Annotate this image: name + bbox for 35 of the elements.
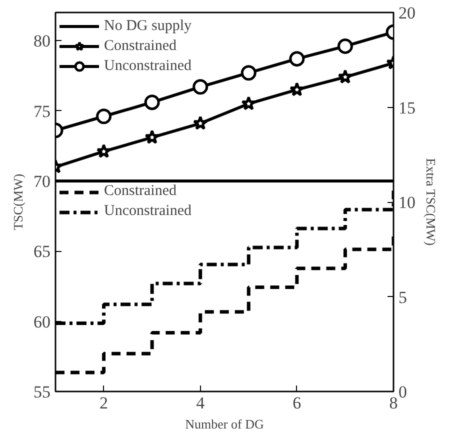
y2-tick-label: 15 bbox=[398, 98, 416, 118]
x-tick-label: 8 bbox=[389, 394, 398, 412]
y2-tick-label: 20 bbox=[398, 4, 416, 22]
y-tick-label: 70 bbox=[34, 172, 50, 191]
x-tick-label: 2 bbox=[100, 394, 108, 412]
y-tick-label: 60 bbox=[34, 312, 50, 332]
point bbox=[144, 94, 160, 110]
y-axis-title: TSC(MW) bbox=[10, 174, 26, 230]
x-axis-title: Number of DG bbox=[185, 416, 264, 432]
point bbox=[289, 51, 305, 67]
point bbox=[240, 65, 256, 81]
point bbox=[337, 38, 353, 54]
point bbox=[241, 96, 256, 110]
legend-label: Constrained bbox=[104, 38, 176, 54]
y2-tick-label: 5 bbox=[398, 288, 407, 307]
y2-tick-label: 10 bbox=[398, 193, 416, 212]
y-tick-label: 75 bbox=[34, 102, 50, 121]
legend-label: Unconstrained bbox=[104, 58, 192, 74]
point bbox=[192, 116, 208, 130]
point bbox=[144, 130, 160, 144]
point bbox=[289, 82, 304, 96]
y-tick-label: 55 bbox=[34, 382, 50, 402]
point bbox=[192, 79, 208, 95]
y-tick-label: 80 bbox=[34, 32, 50, 51]
legend-label: Unconstrained bbox=[104, 203, 192, 220]
y2-axis-title: Extra TSC(MW) bbox=[424, 158, 438, 246]
point bbox=[96, 144, 112, 158]
point bbox=[338, 69, 353, 84]
y2-tick-label: 0 bbox=[398, 382, 407, 402]
legend-label: Constrained bbox=[104, 183, 176, 200]
legend-label: No DG supply bbox=[104, 18, 192, 34]
x-tick-label: 4 bbox=[196, 394, 206, 412]
point bbox=[96, 108, 112, 124]
y-tick-label: 65 bbox=[34, 242, 50, 262]
x-tick-label: 6 bbox=[292, 394, 302, 412]
